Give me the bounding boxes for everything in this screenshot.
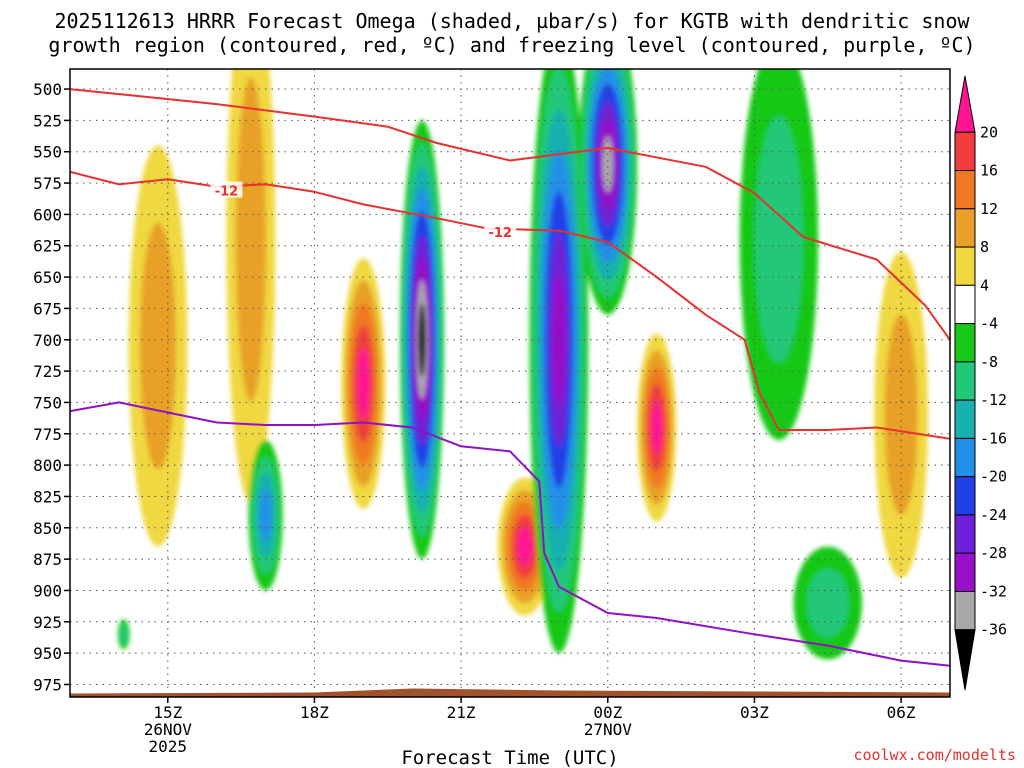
contour-label: -12 bbox=[488, 226, 512, 241]
y-tick-label: 850 bbox=[33, 519, 62, 538]
y-tick-label: 550 bbox=[33, 143, 62, 162]
omega-contour-fill bbox=[754, 116, 803, 363]
colorbar-swatch bbox=[954, 399, 976, 439]
y-tick-label: 925 bbox=[33, 613, 62, 632]
colorbar: 20 16 12 8 4 -4 -8 -12 -16 -20 -24 -28 -32 -36 bbox=[954, 75, 1007, 691]
colorbar-label: -8 bbox=[980, 353, 998, 371]
x-tick-label: 06Z bbox=[887, 703, 916, 722]
omega-cell bbox=[793, 546, 862, 660]
x-tick-label: 26NOV bbox=[144, 720, 193, 739]
colorbar-label: -36 bbox=[980, 621, 1007, 639]
colorbar-label: -28 bbox=[980, 544, 1007, 562]
omega-cell bbox=[226, 69, 276, 503]
omega-contour-fill bbox=[120, 625, 128, 644]
colorbar-label: -20 bbox=[980, 468, 1007, 486]
colorbar-label: 4 bbox=[980, 276, 989, 294]
contour-label-bg bbox=[210, 181, 243, 198]
y-tick-label: 875 bbox=[33, 550, 62, 569]
colorbar-label: 12 bbox=[980, 200, 998, 218]
colorbar-label: -32 bbox=[980, 582, 1007, 600]
y-tick-label: 675 bbox=[33, 299, 62, 318]
y-tick-label: 575 bbox=[33, 174, 62, 193]
y-axis: 500 525 550 575 600 625 650 675 700 725 750 775 800 8… bbox=[33, 80, 70, 694]
omega-contour-fill bbox=[602, 136, 614, 193]
omega-cell bbox=[341, 258, 386, 509]
omega-cell bbox=[117, 619, 130, 650]
colorbar-swatch bbox=[954, 629, 976, 691]
x-tick-label: 18Z bbox=[300, 703, 329, 722]
colorbar-swatch bbox=[954, 361, 976, 401]
gridlines bbox=[70, 69, 950, 697]
y-tick-label: 500 bbox=[33, 80, 62, 99]
colorbar-swatch bbox=[954, 75, 976, 133]
y-tick-label: 650 bbox=[33, 268, 62, 287]
contour-line bbox=[70, 88, 950, 341]
contours: -12 -12 bbox=[70, 88, 950, 667]
x-tick-label: 21Z bbox=[447, 703, 476, 722]
colorbar-label: 20 bbox=[980, 123, 998, 141]
x-tick-label: 2025 bbox=[149, 737, 188, 756]
omega-contour-fill bbox=[139, 222, 177, 470]
y-tick-label: 600 bbox=[33, 205, 62, 224]
omega-cell bbox=[497, 477, 552, 616]
omega-cell bbox=[128, 145, 188, 547]
y-tick-label: 775 bbox=[33, 425, 62, 444]
colorbar-swatch bbox=[954, 514, 976, 554]
contour-line bbox=[70, 401, 950, 667]
x-tick-label: 00Z bbox=[593, 703, 622, 722]
omega-contour-fill bbox=[259, 489, 272, 542]
x-axis-title: Forecast Time (UTC) bbox=[401, 747, 618, 768]
colorbar-swatch bbox=[954, 552, 976, 592]
y-tick-label: 900 bbox=[33, 581, 62, 600]
omega-contour-fill bbox=[806, 568, 849, 638]
terrain bbox=[70, 688, 950, 697]
ground-surface bbox=[70, 688, 950, 697]
omega-cell bbox=[637, 333, 677, 522]
contour-label: -12 bbox=[215, 185, 239, 200]
colorbar-swatch bbox=[954, 323, 976, 363]
omega-contour-fill bbox=[357, 347, 370, 420]
x-tick-label: 27NOV bbox=[584, 720, 633, 739]
x-tick-label: 15Z bbox=[153, 703, 182, 722]
colorbar-label: -12 bbox=[980, 391, 1007, 409]
omega-cell bbox=[578, 69, 638, 315]
chart-title-line-1: 2025112613 HRRR Forecast Omega (shaded, … bbox=[54, 9, 970, 33]
omega-contour-fill bbox=[235, 77, 266, 402]
colorbar-label: 8 bbox=[980, 238, 989, 256]
y-tick-label: 975 bbox=[33, 675, 62, 694]
colorbar-swatch bbox=[954, 170, 976, 210]
x-tick-label: 03Z bbox=[740, 703, 769, 722]
omega-contour-fill bbox=[651, 400, 663, 455]
y-tick-label: 725 bbox=[33, 362, 62, 381]
colorbar-label: -16 bbox=[980, 429, 1007, 447]
omega-contour-fill bbox=[516, 526, 533, 567]
colorbar-swatch bbox=[954, 437, 976, 478]
colorbar-swatch bbox=[954, 246, 976, 286]
y-tick-label: 950 bbox=[33, 644, 62, 663]
omega-cell bbox=[739, 69, 818, 440]
y-tick-label: 825 bbox=[33, 487, 62, 506]
colorbar-swatch bbox=[954, 284, 976, 325]
colorbar-label: 16 bbox=[980, 162, 998, 180]
contour-label-bg bbox=[484, 222, 517, 239]
colorbar-swatch bbox=[954, 476, 976, 516]
plot-frame bbox=[69, 68, 951, 698]
colorbar-swatch bbox=[954, 131, 976, 172]
y-tick-label: 525 bbox=[33, 111, 62, 130]
y-tick-label: 625 bbox=[33, 237, 62, 256]
chart-title-line-2: growth region (contoured, red, ºC) and f… bbox=[48, 33, 975, 57]
omega-cell bbox=[248, 440, 283, 591]
credit-text: coolwx.com/modelts bbox=[853, 746, 1016, 764]
colorbar-swatch bbox=[954, 208, 976, 248]
colorbar-label: -4 bbox=[980, 315, 998, 333]
y-tick-label: 750 bbox=[33, 393, 62, 412]
colorbar-label: -24 bbox=[980, 506, 1007, 524]
y-tick-label: 700 bbox=[33, 331, 62, 350]
colorbar-swatch bbox=[954, 590, 976, 631]
y-tick-label: 800 bbox=[33, 456, 62, 475]
